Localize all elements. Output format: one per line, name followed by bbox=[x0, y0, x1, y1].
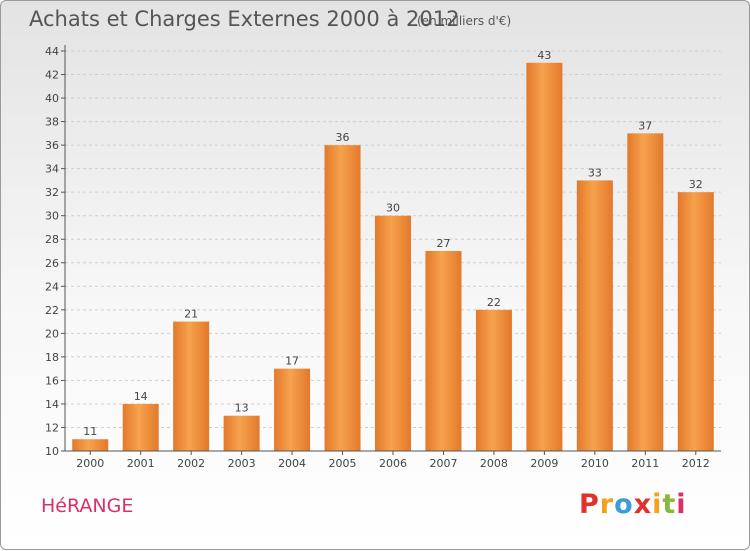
y-tick-label: 32 bbox=[45, 186, 59, 199]
logo-letter: i bbox=[676, 489, 687, 520]
logo-letter: r bbox=[599, 489, 615, 520]
x-tick-label: 2003 bbox=[228, 457, 256, 470]
bar-2008 bbox=[475, 309, 512, 451]
x-tick-label: 2010 bbox=[581, 457, 609, 470]
value-label: 37 bbox=[638, 119, 652, 132]
y-tick-label: 26 bbox=[45, 257, 59, 270]
y-tick-label: 40 bbox=[45, 92, 59, 105]
y-tick-label: 36 bbox=[45, 139, 59, 152]
bars bbox=[72, 62, 714, 452]
axes bbox=[61, 45, 721, 455]
value-label: 11 bbox=[83, 425, 97, 438]
bar-2007 bbox=[425, 251, 462, 451]
y-tick-label: 42 bbox=[45, 69, 59, 82]
value-label: 21 bbox=[184, 308, 198, 321]
y-tick-label: 34 bbox=[45, 163, 59, 176]
x-tick-label: 2002 bbox=[177, 457, 205, 470]
x-tick-label: 2011 bbox=[631, 457, 659, 470]
value-label: 43 bbox=[537, 49, 551, 62]
logo-letter: o bbox=[614, 489, 634, 520]
commune-name: HéRANGE bbox=[41, 495, 134, 517]
x-tick-label: 2005 bbox=[329, 457, 357, 470]
x-tick-label: 2009 bbox=[530, 457, 558, 470]
y-tick-label: 10 bbox=[45, 445, 59, 458]
chart-subtitle: (en milliers d'€) bbox=[417, 14, 512, 28]
value-label: 22 bbox=[487, 296, 501, 309]
value-label: 17 bbox=[285, 355, 299, 368]
value-label: 27 bbox=[436, 237, 450, 250]
bar-2011 bbox=[627, 133, 664, 451]
value-label: 32 bbox=[689, 178, 703, 191]
y-tick-label: 18 bbox=[45, 351, 59, 364]
bar-2001 bbox=[122, 403, 159, 451]
y-tick-label: 14 bbox=[45, 398, 59, 411]
y-tick-label: 30 bbox=[45, 210, 59, 223]
logo-letter: x bbox=[633, 489, 653, 520]
bar-2009 bbox=[526, 62, 563, 451]
x-tick-label: 2006 bbox=[379, 457, 407, 470]
x-tick-label: 2000 bbox=[76, 457, 104, 470]
y-tick-label: 22 bbox=[45, 304, 59, 317]
x-tick-label: 2012 bbox=[682, 457, 710, 470]
logo-letter: i bbox=[652, 489, 663, 520]
y-tick-label: 12 bbox=[45, 421, 59, 434]
logo-letter: t bbox=[662, 489, 677, 520]
y-tick-label: 28 bbox=[45, 233, 59, 246]
bar-2004 bbox=[274, 368, 311, 451]
bar-2005 bbox=[324, 145, 361, 451]
y-tick-label: 44 bbox=[45, 45, 59, 58]
bar-2003 bbox=[223, 415, 260, 451]
value-label: 13 bbox=[235, 402, 249, 415]
x-tick-label: 2001 bbox=[127, 457, 155, 470]
bar-2006 bbox=[375, 215, 411, 451]
bar-2010 bbox=[576, 180, 613, 452]
value-label: 14 bbox=[134, 390, 148, 403]
y-tick-label: 20 bbox=[45, 327, 59, 340]
x-tick-label: 2004 bbox=[278, 457, 306, 470]
proxiti-logo: Proxiti bbox=[579, 489, 687, 520]
value-label: 30 bbox=[386, 202, 400, 215]
x-tick-label: 2007 bbox=[429, 457, 457, 470]
chart-title: Achats et Charges Externes 2000 à 2012 bbox=[29, 7, 460, 31]
labels: 10 12 14 16 18 20 22 24 26 28 30 32 34 36 38 40 42 44 11 20… bbox=[45, 45, 710, 470]
y-tick-label: 16 bbox=[45, 374, 59, 387]
bar-2002 bbox=[173, 321, 210, 451]
value-label: 36 bbox=[336, 131, 350, 144]
y-tick-label: 24 bbox=[45, 280, 59, 293]
y-tick-label: 38 bbox=[45, 116, 59, 129]
x-tick-label: 2008 bbox=[480, 457, 508, 470]
logo-letter: P bbox=[579, 489, 600, 520]
value-label: 33 bbox=[588, 166, 602, 179]
bar-2012 bbox=[677, 192, 714, 452]
bar-2000 bbox=[72, 439, 109, 451]
